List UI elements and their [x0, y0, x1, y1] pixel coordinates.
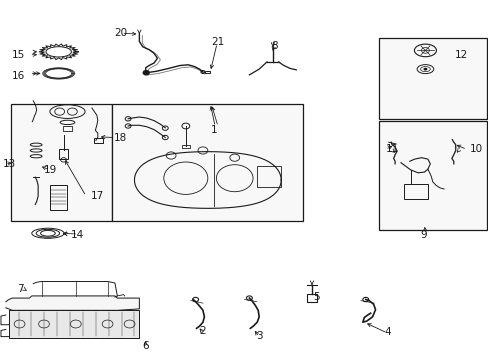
Bar [182, 145, 189, 148]
Text: 19: 19 [44, 165, 57, 175]
Bar [62, 126, 72, 131]
Bar [378, 38, 486, 119]
Text: 1: 1 [210, 125, 217, 135]
Circle shape [423, 68, 427, 71]
Text: 8: 8 [271, 41, 278, 51]
Text: 14: 14 [71, 230, 84, 240]
Text: 5: 5 [312, 292, 319, 302]
Bar [11, 104, 112, 221]
Bar [204, 71, 209, 73]
Text: 9: 9 [420, 230, 427, 240]
Text: 15: 15 [12, 50, 25, 60]
Bar [403, 184, 427, 199]
Bar [378, 121, 486, 230]
Polygon shape [6, 296, 139, 310]
Bar [9, 310, 139, 338]
Text: 16: 16 [12, 71, 25, 81]
Text: 17: 17 [90, 191, 103, 201]
Text: 3: 3 [255, 330, 262, 341]
Bar [50, 185, 67, 210]
Text: 13: 13 [2, 159, 16, 169]
Text: 6: 6 [142, 341, 149, 351]
Bar [306, 294, 316, 302]
Text: 4: 4 [383, 327, 390, 337]
Bar [256, 166, 281, 187]
Text: 11: 11 [386, 144, 399, 154]
Text: 10: 10 [468, 144, 482, 154]
Text: 20: 20 [115, 28, 127, 38]
Text: 12: 12 [454, 50, 467, 60]
Bar [94, 138, 102, 143]
Circle shape [143, 71, 149, 75]
Bar [59, 149, 68, 159]
Text: 21: 21 [211, 37, 224, 48]
Bar [112, 104, 303, 221]
Text: 7: 7 [17, 284, 24, 294]
Text: 18: 18 [113, 132, 126, 143]
Text: 2: 2 [199, 326, 206, 336]
